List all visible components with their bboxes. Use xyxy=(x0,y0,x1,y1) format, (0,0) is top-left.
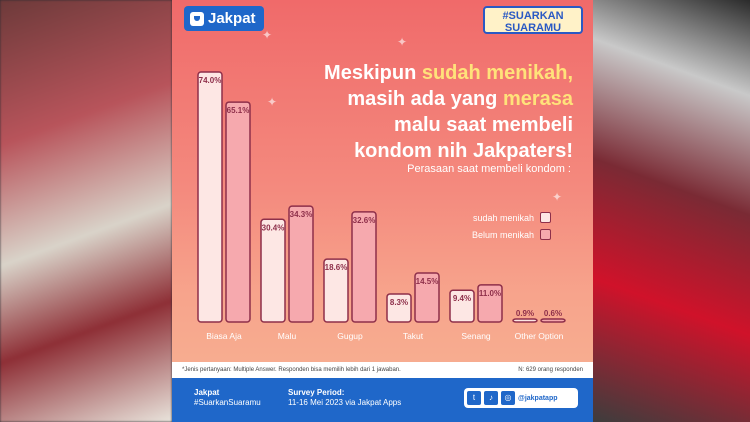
data-label: 65.1% xyxy=(227,106,250,115)
headline-l2a: masih ada yang xyxy=(347,88,503,110)
background-photo-left xyxy=(0,0,172,422)
chart-legend: sudah menikah Belum menikah xyxy=(472,212,552,246)
legend-label-single: Belum menikah xyxy=(472,229,535,240)
sparkle-icon: ✦ xyxy=(267,95,278,109)
footer-period-value: 11-16 Mei 2023 via Jakpat Apps xyxy=(288,398,402,407)
chart-title: Perasaan saat membeli kondom : xyxy=(407,163,571,175)
headline-l2b: merasa xyxy=(502,88,573,110)
jakpat-logo-text: Jakpat xyxy=(208,10,256,27)
bar-senang-s0 xyxy=(449,289,475,323)
sparkle-icon: ✦ xyxy=(397,35,408,49)
data-label: 14.5% xyxy=(416,277,439,286)
bar-senang-s1 xyxy=(477,284,503,323)
respondent-count: N: 629 orang responden xyxy=(518,367,583,373)
data-label: 11.0% xyxy=(479,289,501,298)
footer-brand: Jakpat #SuarkanSuaramu xyxy=(194,388,261,408)
headline-l3: malu saat membeli xyxy=(394,114,573,136)
headline-l1b: sudah menikah, xyxy=(421,62,573,84)
sparkle-icon: ✦ xyxy=(262,28,273,42)
data-label: 0.9% xyxy=(516,309,534,318)
category-label: Gugup xyxy=(337,331,363,341)
background-photo-right xyxy=(593,0,750,422)
headline: Meskipun sudah menikah, masih ada yang m… xyxy=(273,60,573,164)
bar-gugup-s0 xyxy=(323,258,349,323)
note-bar: *Jenis pertanyaan: Multiple Answer. Resp… xyxy=(172,362,593,378)
legend-swatch-single xyxy=(540,229,552,240)
category-label: Malu xyxy=(278,331,297,341)
data-label: 32.6% xyxy=(353,216,376,225)
footer-hashtag: #SuarkanSuaramu xyxy=(194,398,261,407)
bar-other-option-s1 xyxy=(540,318,566,323)
legend-label-married: sudah menikah xyxy=(472,212,535,223)
bar-gugup-s1 xyxy=(351,211,377,323)
bar-malu-s0 xyxy=(260,218,286,323)
question-type-note: *Jenis pertanyaan: Multiple Answer. Resp… xyxy=(182,367,401,373)
campaign-badge: #SUARKAN SUARAMU xyxy=(483,6,583,34)
instagram-icon[interactable]: ◎ xyxy=(501,391,515,405)
data-label: 9.4% xyxy=(453,294,471,303)
social-links: t ♪ ◎ @jakpatapp xyxy=(464,388,578,408)
twitter-icon[interactable]: t xyxy=(467,391,481,405)
bar-biasa-aja-s1 xyxy=(225,101,251,323)
category-label: Other Option xyxy=(515,331,564,341)
data-label: 18.6% xyxy=(325,263,348,272)
headline-l4: kondom nih Jakpaters! xyxy=(354,140,573,162)
data-label: 8.3% xyxy=(390,298,408,307)
footer-period: Survey Period: 11-16 Mei 2023 via Jakpat… xyxy=(288,388,401,408)
jakpat-logo: Jakpat xyxy=(184,6,264,31)
bar-takut-s1 xyxy=(414,272,440,323)
footer-period-label: Survey Period: xyxy=(288,388,345,397)
category-label: Takut xyxy=(403,331,424,341)
bar-malu-s1 xyxy=(288,205,314,323)
legend-swatch-married xyxy=(540,212,552,223)
jakpat-logo-icon xyxy=(190,11,204,26)
bar-chart: 74.0% 65.1% Biasa Aja 30.4% 34.3% Malu 18.6% 32… xyxy=(197,71,566,341)
social-handle[interactable]: @jakpatapp xyxy=(518,394,558,402)
bar-biasa-aja-s0 xyxy=(197,71,223,323)
headline-l1a: Meskipun xyxy=(324,62,422,84)
campaign-badge-line1: #SUARKAN xyxy=(502,10,564,22)
data-label: 0.6% xyxy=(544,309,562,318)
footer-brand-name: Jakpat xyxy=(194,388,220,397)
bar-takut-s0 xyxy=(386,293,412,323)
data-label: 74.0% xyxy=(199,76,222,85)
data-label: 30.4% xyxy=(262,223,285,232)
data-label: 34.3% xyxy=(290,210,313,219)
category-label: Senang xyxy=(461,331,491,341)
campaign-badge-line2: SUARAMU xyxy=(504,22,562,34)
bar-other-option-s0 xyxy=(512,318,538,323)
category-label: Biasa Aja xyxy=(206,331,242,341)
sparkle-icon: ✦ xyxy=(552,190,563,204)
infographic-card: Jakpat #SUARKAN SUARAMU ✦ ✦ ✦ ✦ Meskipun… xyxy=(172,0,593,422)
tiktok-icon[interactable]: ♪ xyxy=(484,391,498,405)
